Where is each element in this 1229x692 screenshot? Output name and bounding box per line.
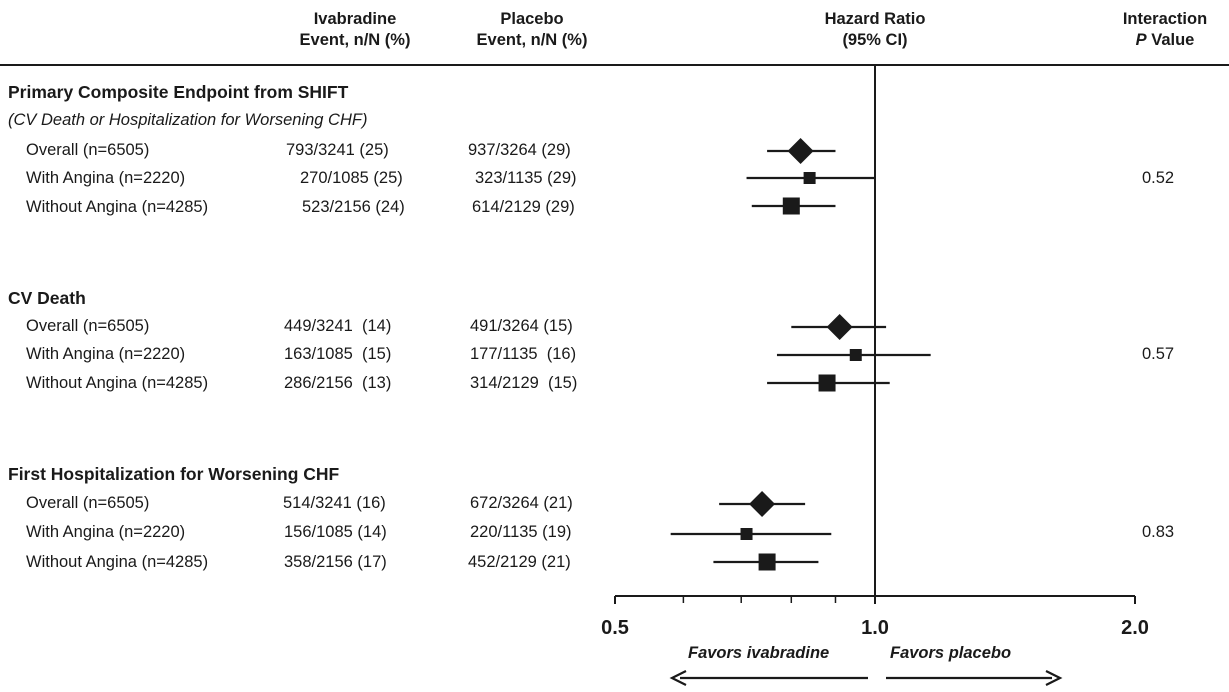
ivabradine-header-line1: Ivabradine <box>313 10 397 28</box>
interaction-header-line1: Interaction <box>1122 10 1208 28</box>
hazard-ratio-header: Hazard Ratio (95% CI) <box>790 9 960 51</box>
x-axis-tick-label: 2.0 <box>1121 617 1149 639</box>
ivabradine-cell: 270/1085 (25) <box>300 169 403 187</box>
placebo-cell: 314/2129 (15) <box>470 374 578 392</box>
ivabradine-header-line2: Event, n/N (%) <box>299 31 411 49</box>
interaction-p-header: Interaction P Value <box>1100 9 1229 51</box>
row-label: Without Angina (n=4285) <box>26 553 209 571</box>
ivabradine-cell: 358/2156 (17) <box>284 553 387 571</box>
row-label: Overall (n=6505) <box>26 494 150 512</box>
hazard-ratio-header-line1: Hazard Ratio <box>824 10 926 28</box>
hazard-ratio-square <box>758 553 776 571</box>
placebo-header-line2: Event, n/N (%) <box>476 31 588 49</box>
hazard-ratio-square <box>849 349 862 361</box>
interaction-header-line2: P Value <box>1100 30 1229 51</box>
section-title: First Hospitalization for Worsening CHF <box>8 464 340 484</box>
x-axis-tick-label: 1.0 <box>861 617 889 639</box>
placebo-header-line1: Placebo <box>500 10 564 28</box>
hazard-ratio-square <box>818 374 836 392</box>
placebo-cell: 614/2129 (29) <box>472 198 575 216</box>
placebo-cell: 937/3264 (29) <box>468 141 571 159</box>
x-axis-tick-label: 0.5 <box>601 617 629 639</box>
hazard-ratio-diamond <box>826 314 853 340</box>
row-label: Overall (n=6505) <box>26 141 150 159</box>
header-rule <box>0 64 1229 66</box>
interaction-p-value: 0.83 <box>1142 523 1175 541</box>
favors-placebo-label: Favors placebo <box>890 644 1012 662</box>
ivabradine-column-header: Ivabradine Event, n/N (%) <box>270 9 440 51</box>
hazard-ratio-diamond <box>787 138 814 164</box>
placebo-cell: 323/1135 (29) <box>475 169 577 187</box>
section-subtitle: (CV Death or Hospitalization for Worseni… <box>8 111 368 129</box>
placebo-cell: 220/1135 (19) <box>470 523 572 541</box>
hazard-ratio-square <box>803 172 816 184</box>
interaction-p-value: 0.52 <box>1142 169 1175 187</box>
row-label: With Angina (n=2220) <box>26 345 186 363</box>
interaction-p-letter: P <box>1135 31 1147 49</box>
ivabradine-cell: 514/3241 (16) <box>283 494 386 512</box>
ivabradine-cell: 163/1085 (15) <box>284 345 392 363</box>
placebo-cell: 491/3264 (15) <box>470 317 573 335</box>
ivabradine-cell: 523/2156 (24) <box>302 198 405 216</box>
row-label: Without Angina (n=4285) <box>26 198 209 216</box>
interaction-p-value: 0.57 <box>1142 345 1175 363</box>
favors-ivabradine-arrowhead <box>669 670 687 686</box>
placebo-column-header: Placebo Event, n/N (%) <box>452 9 612 51</box>
ivabradine-cell: 156/1085 (14) <box>284 523 387 541</box>
hazard-ratio-diamond <box>749 491 776 517</box>
section-title: Primary Composite Endpoint from SHIFT <box>8 82 349 102</box>
hazard-ratio-square <box>782 197 800 215</box>
row-label: With Angina (n=2220) <box>26 169 186 187</box>
row-label: Overall (n=6505) <box>26 317 150 335</box>
ivabradine-cell: 286/2156 (13) <box>284 374 392 392</box>
section-title: CV Death <box>8 288 86 308</box>
row-label: With Angina (n=2220) <box>26 523 186 541</box>
favors-placebo-arrowhead <box>1045 670 1063 686</box>
ivabradine-cell: 793/3241 (25) <box>286 141 389 159</box>
hazard-ratio-square <box>740 528 753 540</box>
placebo-cell: 672/3264 (21) <box>470 494 573 512</box>
interaction-value-word: Value <box>1151 31 1195 49</box>
placebo-cell: 452/2129 (21) <box>468 553 571 571</box>
favors-ivabradine-label: Favors ivabradine <box>688 644 830 662</box>
hazard-ratio-header-line2: (95% CI) <box>842 31 908 49</box>
row-label: Without Angina (n=4285) <box>26 374 209 392</box>
placebo-cell: 177/1135 (16) <box>470 345 577 363</box>
ivabradine-cell: 449/3241 (14) <box>284 317 392 335</box>
